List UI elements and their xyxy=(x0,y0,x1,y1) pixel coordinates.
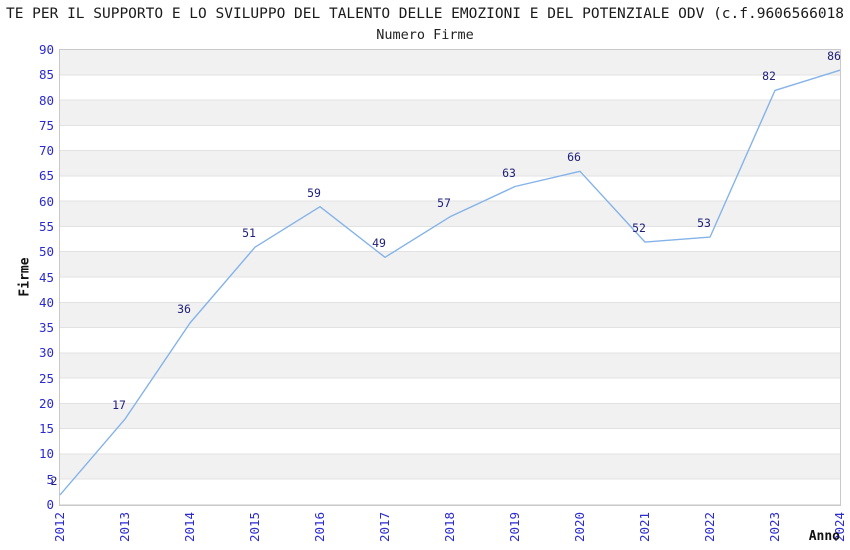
x-tick-label: 2014 xyxy=(182,511,197,543)
y-tick-label: 60 xyxy=(38,193,54,209)
y-tick-label: 5 xyxy=(46,471,54,487)
data-label: 2 xyxy=(50,473,58,488)
y-tick-label: 0 xyxy=(46,497,54,512)
data-label: 82 xyxy=(762,69,776,84)
y-tick-label: 30 xyxy=(38,345,54,361)
y-tick-label: 85 xyxy=(38,67,54,83)
data-label: 66 xyxy=(567,150,581,165)
x-tick-label: 2023 xyxy=(767,511,782,543)
plot-area: 2 17 36 51 59 49 57 63 66 52 53 82 86 xyxy=(51,49,841,506)
y-tick-label: 55 xyxy=(38,218,54,234)
line-series-svg xyxy=(59,69,841,496)
y-tick-label: 20 xyxy=(38,395,54,411)
y-tick-label: 25 xyxy=(38,370,54,386)
data-label: 53 xyxy=(697,216,711,231)
data-label: 86 xyxy=(827,49,841,64)
data-label: 51 xyxy=(242,226,256,241)
y-tick-label: 65 xyxy=(38,168,54,184)
y-tick-label: 70 xyxy=(38,143,54,159)
x-tick-label: 2017 xyxy=(377,511,392,543)
x-tick-label: 2015 xyxy=(247,511,262,543)
x-tick-label: 2012 xyxy=(52,511,67,543)
y-tick-label: 50 xyxy=(38,244,54,260)
y-tick-label: 35 xyxy=(38,320,54,336)
x-tick-label: 2013 xyxy=(117,511,132,543)
y-tick-label: 10 xyxy=(38,446,54,462)
y-tick-label: 80 xyxy=(38,92,54,108)
data-label: 57 xyxy=(437,195,451,210)
x-tick-label: 2020 xyxy=(572,511,587,543)
x-tick-label: 2018 xyxy=(442,511,457,543)
y-tick-label: 40 xyxy=(38,294,54,310)
chart-subtitle: Numero Firme xyxy=(376,27,474,43)
series-polyline xyxy=(59,69,841,496)
chart-title: TE PER IL SUPPORTO E LO SVILUPPO DEL TAL… xyxy=(5,6,845,22)
x-tick-label: 2022 xyxy=(702,511,717,543)
y-tick-label: 90 xyxy=(38,42,54,57)
y-tick-label: 45 xyxy=(38,269,54,285)
data-label: 63 xyxy=(502,165,516,180)
x-tick-label: 2019 xyxy=(507,511,522,543)
y-tick-label: 15 xyxy=(38,421,54,437)
data-label: 36 xyxy=(177,302,191,316)
x-tick-label: 2016 xyxy=(312,511,327,543)
data-label: 52 xyxy=(632,221,646,236)
x-tick-label: 2021 xyxy=(637,511,652,543)
data-label: 17 xyxy=(112,398,126,413)
y-tick-label: 75 xyxy=(38,117,54,133)
data-label: 49 xyxy=(372,236,386,251)
data-label: 59 xyxy=(307,185,321,200)
x-axis-title: Anno xyxy=(808,529,840,544)
